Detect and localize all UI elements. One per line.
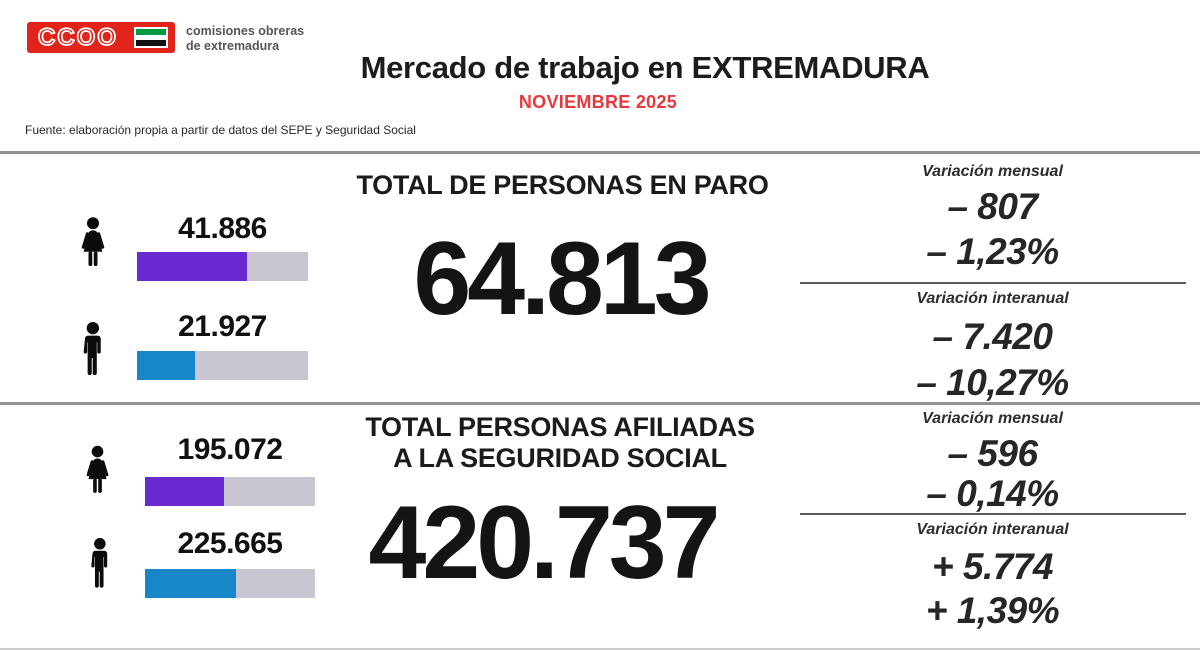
afiliacion-variation-divider <box>800 513 1186 515</box>
woman-icon <box>78 216 108 280</box>
ccoo-logo: CCOO <box>27 22 175 53</box>
paro-var-mensual-pct: – 1,23% <box>926 231 1059 272</box>
logo-org-line2: de extremadura <box>186 38 280 53</box>
ccoo-logo-text: CCOO <box>37 23 118 51</box>
men-paro-bar <box>137 351 308 380</box>
paro-var-mensual-label: Variación mensual <box>922 163 1063 180</box>
paro-var-interanual-abs: – 7.420 <box>932 316 1053 357</box>
section-paro-title-line1: TOTAL DE PERSONAS EN PARO <box>356 170 769 200</box>
paro-variation-divider <box>800 282 1186 284</box>
women-paro-value: 41.886 <box>178 212 267 245</box>
source-note: Fuente: elaboración propia a partir de d… <box>25 123 416 137</box>
afiliacion-var-interanual-pct: + 1,39% <box>925 590 1060 631</box>
afiliacion-var-interanual-abs: + 5.774 <box>932 546 1053 587</box>
page-title: Mercado de trabajo en EXTREMADURA <box>360 50 930 85</box>
bottom-rule <box>0 648 1200 650</box>
afiliacion-total-value: 420.737 <box>368 485 721 601</box>
section-paro-title: TOTAL DE PERSONAS EN PARO <box>340 170 785 201</box>
paro-total-value: 64.813 <box>413 221 711 337</box>
man-icon <box>86 534 114 600</box>
afiliacion-var-mensual-abs: – 596 <box>947 433 1038 474</box>
afiliacion-var-mensual-pct: – 0,14% <box>926 473 1059 514</box>
man-icon <box>78 320 108 386</box>
page-subtitle-month: NOVIEMBRE 2025 <box>518 92 678 112</box>
women-afiliacion-bar-fill <box>145 477 224 506</box>
men-afiliacion-bar <box>145 569 315 598</box>
women-paro-bar-fill <box>137 252 248 281</box>
section-afiliacion-title: TOTAL PERSONAS AFILIADAS A LA SEGURIDAD … <box>340 412 780 474</box>
extremadura-flag-icon <box>134 27 168 48</box>
section-afiliacion-title-line1: TOTAL PERSONAS AFILIADAS <box>365 412 755 442</box>
men-afiliacion-bar-fill <box>145 569 237 598</box>
header-divider <box>0 151 1200 154</box>
women-paro-bar <box>137 252 308 281</box>
logo-org-name: comisiones obreras de extremadura <box>186 24 304 53</box>
paro-var-interanual-label: Variación interanual <box>916 290 1069 307</box>
flag-stripe-white <box>136 34 166 41</box>
men-paro-value: 21.927 <box>178 310 267 343</box>
men-afiliacion-value: 225.665 <box>177 527 283 560</box>
men-paro-bar-fill <box>137 351 195 380</box>
women-afiliacion-bar <box>145 477 315 506</box>
section-divider <box>0 402 1200 405</box>
woman-icon <box>83 444 112 507</box>
logo-org-line1: comisiones obreras <box>186 24 305 38</box>
section-afiliacion-title-line2: A LA SEGURIDAD SOCIAL <box>393 443 727 473</box>
afiliacion-var-mensual-label: Variación mensual <box>922 410 1063 427</box>
women-afiliacion-value: 195.072 <box>177 433 283 466</box>
flag-stripe-green <box>136 29 166 35</box>
flag-stripe-black <box>136 40 166 47</box>
afiliacion-var-interanual-label: Variación interanual <box>916 521 1069 538</box>
paro-var-mensual-abs: – 807 <box>947 186 1038 227</box>
paro-var-interanual-pct: – 10,27% <box>916 362 1069 403</box>
